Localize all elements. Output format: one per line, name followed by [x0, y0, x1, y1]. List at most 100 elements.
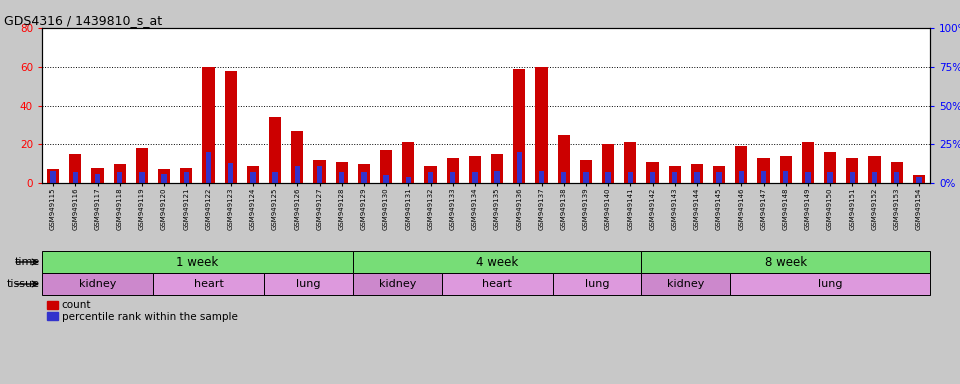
Bar: [203, 67, 215, 183]
Bar: [846, 158, 858, 183]
Bar: [69, 154, 82, 183]
Text: GDS4316 / 1439810_s_at: GDS4316 / 1439810_s_at: [5, 14, 162, 27]
Text: heart: heart: [194, 279, 224, 289]
Bar: [228, 163, 233, 183]
Text: lung: lung: [585, 279, 610, 289]
Bar: [641, 251, 930, 273]
Bar: [872, 172, 877, 183]
Bar: [514, 69, 525, 183]
Bar: [606, 172, 611, 183]
Text: 1 week: 1 week: [177, 255, 219, 268]
Bar: [42, 251, 353, 273]
Legend: count, percentile rank within the sample: count, percentile rank within the sample: [47, 300, 238, 322]
Bar: [353, 251, 641, 273]
Bar: [824, 152, 836, 183]
Bar: [553, 273, 641, 295]
Bar: [339, 172, 345, 183]
Bar: [428, 172, 433, 183]
Bar: [442, 273, 553, 295]
Bar: [694, 172, 700, 183]
Text: kidney: kidney: [79, 279, 116, 289]
Bar: [650, 172, 656, 183]
Bar: [869, 156, 880, 183]
Bar: [713, 166, 725, 183]
Bar: [383, 175, 389, 183]
Bar: [336, 162, 348, 183]
Bar: [247, 166, 259, 183]
Bar: [291, 131, 303, 183]
Bar: [353, 273, 442, 295]
Bar: [494, 170, 500, 183]
Bar: [716, 172, 722, 183]
Bar: [583, 172, 588, 183]
Bar: [205, 152, 211, 183]
Text: tissue: tissue: [7, 279, 40, 289]
Bar: [446, 158, 459, 183]
Bar: [158, 169, 170, 183]
Bar: [628, 172, 633, 183]
Bar: [472, 172, 478, 183]
Bar: [450, 172, 455, 183]
Bar: [624, 142, 636, 183]
Bar: [602, 144, 614, 183]
Bar: [47, 169, 60, 183]
Text: kidney: kidney: [378, 279, 416, 289]
Bar: [780, 156, 792, 183]
Bar: [516, 152, 522, 183]
Text: 4 week: 4 week: [476, 255, 518, 268]
Bar: [402, 142, 415, 183]
Text: lung: lung: [818, 279, 842, 289]
Text: 8 week: 8 week: [764, 255, 806, 268]
Bar: [251, 172, 255, 183]
Bar: [802, 142, 814, 183]
Bar: [113, 164, 126, 183]
Bar: [468, 156, 481, 183]
Bar: [180, 167, 192, 183]
Bar: [805, 172, 810, 183]
Bar: [558, 134, 570, 183]
Bar: [313, 160, 325, 183]
Bar: [73, 172, 78, 183]
Bar: [731, 273, 930, 295]
Bar: [828, 172, 833, 183]
Bar: [269, 117, 281, 183]
Text: heart: heart: [482, 279, 512, 289]
Bar: [783, 170, 788, 183]
Bar: [580, 160, 592, 183]
Bar: [117, 172, 123, 183]
Bar: [295, 166, 300, 183]
Bar: [891, 162, 902, 183]
Bar: [139, 172, 145, 183]
Bar: [760, 170, 766, 183]
Bar: [913, 175, 925, 183]
Bar: [668, 166, 681, 183]
Bar: [153, 273, 264, 295]
Bar: [672, 172, 678, 183]
Bar: [42, 273, 153, 295]
Bar: [561, 172, 566, 183]
Bar: [95, 174, 100, 183]
Bar: [850, 172, 855, 183]
Bar: [50, 170, 56, 183]
Text: kidney: kidney: [667, 279, 705, 289]
Bar: [738, 170, 744, 183]
Bar: [183, 172, 189, 183]
Bar: [691, 164, 703, 183]
Bar: [358, 164, 370, 183]
Bar: [735, 146, 748, 183]
Bar: [916, 177, 922, 183]
Bar: [317, 166, 323, 183]
Bar: [641, 273, 731, 295]
Bar: [161, 174, 167, 183]
Bar: [757, 158, 770, 183]
Text: lung: lung: [296, 279, 321, 289]
Bar: [135, 148, 148, 183]
Bar: [91, 167, 104, 183]
Bar: [539, 170, 544, 183]
Bar: [273, 172, 277, 183]
Bar: [264, 273, 353, 295]
Bar: [361, 172, 367, 183]
Text: time: time: [14, 257, 40, 267]
Bar: [405, 177, 411, 183]
Bar: [646, 162, 659, 183]
